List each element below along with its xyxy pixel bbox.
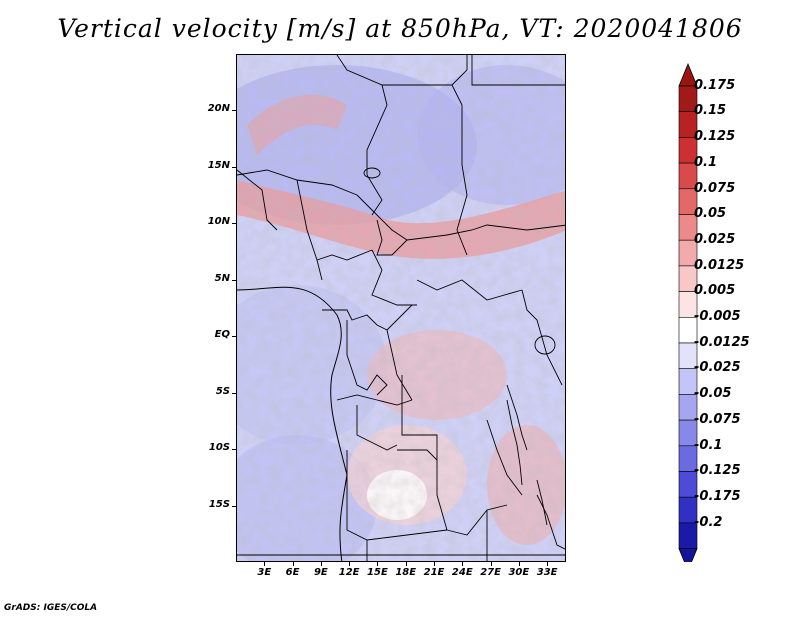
- lon-tick-label: 9E: [313, 567, 328, 578]
- lat-tick-mark: [232, 166, 236, 168]
- lat-tick-mark: [232, 336, 236, 338]
- lon-tick-label: 12E: [338, 567, 360, 578]
- colorbar-level-label: 0.1: [694, 154, 718, 170]
- colorbar-level-label: -0.005: [694, 309, 741, 324]
- lon-tick-mark: [434, 562, 435, 566]
- coastline: [237, 286, 348, 561]
- colorbar-level-label: -0.1: [694, 437, 723, 453]
- colorbar-level-label: -0.2: [694, 514, 723, 530]
- lat-tick-label: 15S: [208, 498, 230, 510]
- colorbar-level-label: 0.05: [694, 206, 727, 222]
- colorbar-level-label: -0.0125: [694, 334, 750, 350]
- lon-tick-label: 24E: [451, 567, 473, 578]
- map-title: Vertical velocity [m/s] at 850hPa, VT: 2…: [57, 14, 743, 43]
- lat-tick-mark: [232, 110, 236, 112]
- lon-tick-mark: [490, 562, 492, 566]
- colorbar-level-label: 0.175: [694, 77, 736, 93]
- lon-tick-mark: [292, 562, 294, 566]
- country-borders: [237, 55, 565, 561]
- lat-tick-label: 10N: [207, 216, 230, 228]
- colorbar-level-label: -0.125: [694, 463, 741, 479]
- lat-tick-label: 5S: [215, 385, 230, 397]
- lat-tick-label: 5N: [214, 272, 230, 284]
- colorbar-level-label: 0.0125: [694, 257, 745, 273]
- map-panel: [236, 54, 566, 562]
- lat-tick-label: 10S: [208, 442, 230, 454]
- lon-tick-mark: [320, 562, 322, 566]
- lon-tick-mark: [518, 562, 520, 566]
- lon-tick-mark: [405, 562, 407, 566]
- colorbar-level-label: 0.005: [694, 283, 736, 299]
- grads-credit: GrADS: IGES/COLA: [4, 603, 98, 613]
- colorbar-level-label: -0.05: [694, 386, 732, 402]
- lat-tick-mark: [232, 392, 236, 394]
- lake-tanganyika: [506, 399, 523, 486]
- colorbar: [678, 62, 698, 562]
- colorbar-level-label: 0.025: [694, 231, 736, 247]
- lon-tick-label: 27E: [480, 567, 501, 578]
- lon-tick-label: 3E: [257, 567, 272, 578]
- lon-tick-label: 18E: [395, 567, 417, 578]
- colorbar-level-label: 0.075: [694, 180, 736, 196]
- lon-tick-mark: [349, 562, 351, 566]
- field-texture: [237, 55, 565, 561]
- lon-tick-mark: [547, 562, 549, 566]
- lon-tick-label: 33E: [536, 567, 558, 578]
- lake-chad: [363, 167, 381, 179]
- lat-tick-label: 15N: [207, 159, 230, 171]
- colorbar-level-label: 0.15: [694, 103, 727, 119]
- lake-victoria: [534, 335, 556, 355]
- lon-tick-label: 21E: [423, 567, 445, 578]
- colorbar-level-label: -0.075: [694, 411, 741, 427]
- colorbar-level-label: -0.025: [694, 360, 741, 376]
- colorbar-level-label: -0.175: [694, 488, 741, 504]
- lat-tick-mark: [232, 223, 236, 225]
- colorbar-level-label: 0.125: [694, 129, 736, 145]
- lon-tick-mark: [462, 562, 464, 566]
- lon-tick-label: 30E: [508, 567, 530, 578]
- lon-tick-mark: [377, 562, 379, 566]
- lon-tick-mark: [264, 562, 266, 566]
- colorbar-bottom-arrow: [678, 548, 698, 562]
- lon-tick-label: 6E: [285, 567, 300, 578]
- lat-tick-mark: [232, 279, 236, 281]
- lat-tick-label: 20N: [207, 103, 230, 115]
- lake-malawi: [536, 479, 548, 526]
- lat-tick-mark: [232, 505, 236, 507]
- lon-tick-label: 15E: [367, 567, 388, 578]
- lat-tick-mark: [232, 449, 236, 451]
- lakes: [363, 167, 556, 526]
- lat-tick-label: EQ: [214, 329, 230, 341]
